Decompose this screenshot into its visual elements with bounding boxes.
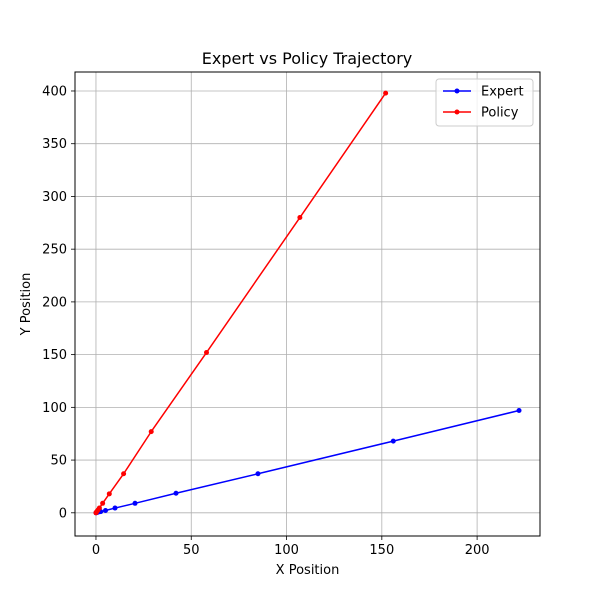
y-tick-label: 0 <box>59 506 67 521</box>
data-point-expert <box>112 505 118 511</box>
x-tick-label: 150 <box>369 543 394 558</box>
data-point-policy <box>148 429 154 435</box>
plot-frame <box>74 71 541 537</box>
tick-layer: 0 50 100 150 200 0 50 100 150 200 250 300 350 400 <box>42 84 489 558</box>
chart-title: Expert vs Policy Trajectory <box>202 49 413 68</box>
x-axis-title: X Position <box>276 563 340 578</box>
series-layer <box>93 90 522 516</box>
data-point-policy <box>121 471 127 477</box>
series-line-expert <box>95 409 520 514</box>
data-point-expert <box>132 500 138 506</box>
data-point-expert <box>390 438 396 444</box>
x-tick-label: 200 <box>465 543 490 558</box>
legend-label-expert: Expert <box>481 85 524 100</box>
series-line-policy <box>95 92 387 514</box>
data-point-expert <box>516 408 522 414</box>
data-point-expert <box>255 471 261 477</box>
data-point-policy <box>383 90 389 96</box>
y-tick-label: 100 <box>42 401 67 416</box>
y-axis-title: Y Position <box>19 273 34 337</box>
y-tick-label: 400 <box>42 84 67 99</box>
y-tick-label: 350 <box>42 137 67 152</box>
series-expert <box>93 408 522 516</box>
y-tick-label: 250 <box>42 243 67 258</box>
data-point-policy <box>203 350 209 356</box>
x-tick-label: 100 <box>274 543 299 558</box>
legend-label-policy: Policy <box>481 106 519 121</box>
data-point-policy <box>100 500 106 506</box>
x-tick-label: 50 <box>183 543 200 558</box>
y-tick-label: 300 <box>42 190 67 205</box>
data-point-policy <box>106 491 112 497</box>
x-tick-label: 0 <box>92 543 100 558</box>
data-point-expert <box>102 507 108 513</box>
data-point-policy <box>297 215 303 221</box>
grid-layer <box>75 72 540 536</box>
legend: Expert Policy <box>435 78 534 127</box>
data-point-policy <box>96 505 102 511</box>
legend-marker-expert <box>454 88 460 94</box>
series-policy <box>93 90 389 516</box>
legend-marker-policy <box>454 109 460 115</box>
y-tick-label: 150 <box>42 348 67 363</box>
y-tick-label: 50 <box>50 454 67 469</box>
data-point-expert <box>173 490 179 496</box>
y-tick-label: 200 <box>42 295 67 310</box>
